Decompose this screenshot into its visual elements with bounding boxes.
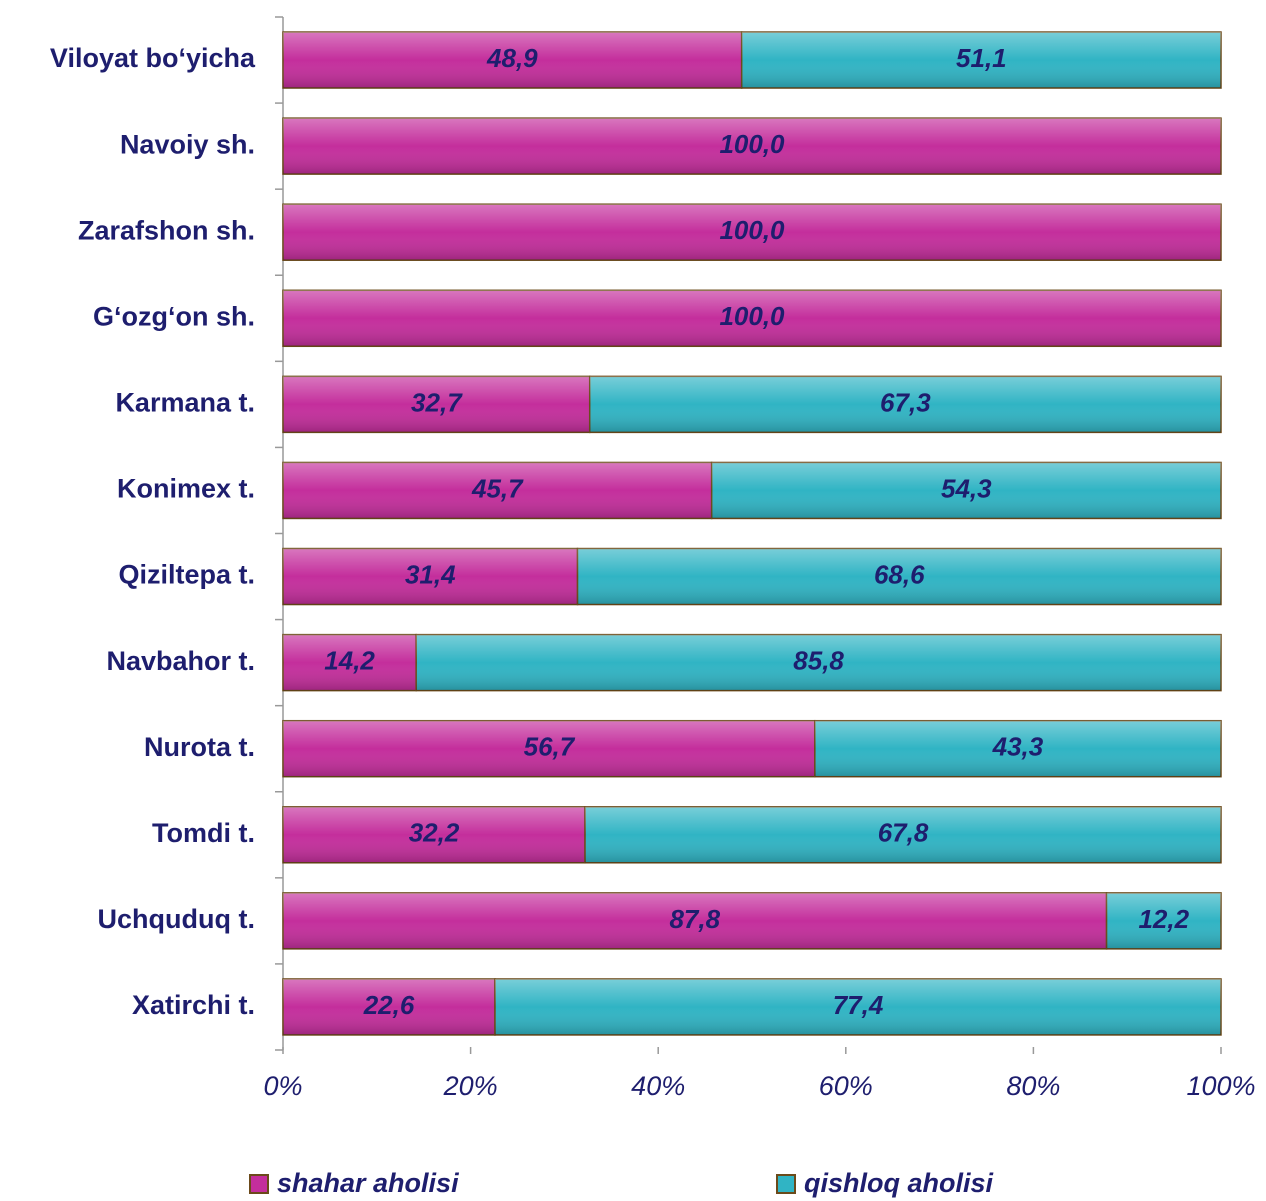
value-label: 43,3 (992, 732, 1044, 762)
bar-shine (283, 32, 742, 89)
category-label: Uchquduq t. (98, 904, 255, 934)
legend-swatch (249, 1174, 269, 1194)
category-label: Zarafshon sh. (78, 215, 255, 245)
legend-label: qishloq aholisi (804, 1168, 994, 1198)
value-label: 31,4 (405, 559, 456, 589)
value-label: 56,7 (524, 732, 576, 762)
bar-shine (283, 548, 578, 605)
category-label: Konimex t. (117, 474, 255, 504)
value-label: 22,6 (363, 990, 415, 1020)
category-label: G‘ozg‘on sh. (93, 301, 255, 331)
value-label: 100,0 (719, 215, 785, 245)
bar-shine (283, 978, 495, 1035)
category-label: Viloyat bo‘yicha (50, 43, 256, 73)
category-label: Nurota t. (144, 732, 255, 762)
value-label: 85,8 (793, 646, 844, 676)
value-label: 100,0 (719, 301, 785, 331)
bar-shine (283, 462, 712, 519)
bar-shine (283, 290, 1221, 347)
value-label: 51,1 (956, 43, 1007, 73)
value-label: 67,3 (880, 387, 931, 417)
value-label: 68,6 (874, 559, 925, 589)
value-label: 87,8 (669, 904, 720, 934)
category-label: Navoiy sh. (120, 129, 255, 159)
value-label: 45,7 (471, 473, 524, 503)
bar-shine (711, 462, 1221, 519)
x-tick-label: 20% (443, 1071, 498, 1101)
bar-shine (283, 204, 1221, 261)
x-tick-label: 60% (819, 1071, 873, 1101)
bar-shine (814, 720, 1221, 777)
category-label: Qiziltepa t. (118, 560, 255, 590)
category-label: Tomdi t. (152, 818, 255, 848)
legend-label: shahar aholisi (277, 1168, 459, 1198)
x-tick-label: 80% (1006, 1071, 1060, 1101)
value-label: 48,9 (486, 43, 538, 73)
value-label: 67,8 (878, 818, 929, 848)
category-label: Karmana t. (115, 388, 255, 418)
bar-shine (494, 978, 1221, 1035)
bar-shine (741, 32, 1221, 89)
legend-swatch (776, 1174, 796, 1194)
category-label: Navbahor t. (106, 646, 255, 676)
bar-shine (283, 806, 586, 863)
bar-shine (577, 548, 1221, 605)
bar-shine (283, 118, 1221, 175)
value-label: 54,3 (941, 473, 992, 503)
x-tick-label: 40% (631, 1071, 685, 1101)
bar-shine (416, 634, 1221, 691)
category-label: Xatirchi t. (132, 990, 255, 1020)
value-label: 77,4 (833, 990, 884, 1020)
bar-shine (589, 376, 1221, 433)
value-label: 32,7 (411, 387, 463, 417)
bar-shine (585, 806, 1221, 863)
bar-shine (283, 892, 1107, 949)
bar-shine (283, 376, 590, 433)
value-label: 100,0 (719, 129, 785, 159)
x-tick-label: 0% (263, 1071, 302, 1101)
value-label: 14,2 (324, 646, 375, 676)
value-label: 32,2 (409, 818, 460, 848)
bar-shine (283, 720, 815, 777)
bar-shine (1106, 892, 1221, 949)
x-tick-label: 100% (1186, 1071, 1255, 1101)
value-label: 12,2 (1138, 904, 1189, 934)
bar-shine (283, 634, 417, 691)
